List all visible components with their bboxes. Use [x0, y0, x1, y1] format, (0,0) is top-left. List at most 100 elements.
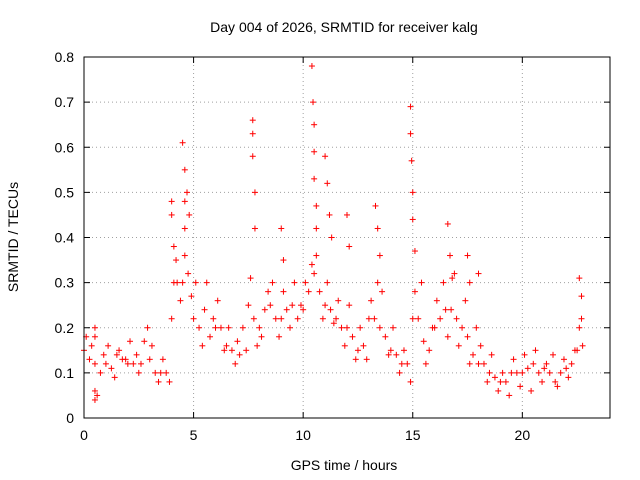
data-point	[499, 369, 506, 376]
data-point	[223, 342, 230, 349]
data-point	[181, 225, 188, 232]
data-point	[116, 347, 123, 354]
data-point	[382, 333, 389, 340]
data-point	[94, 392, 101, 399]
y-tick-label: 0.7	[55, 94, 75, 110]
data-point	[513, 369, 520, 376]
data-point	[212, 324, 219, 331]
data-point	[210, 315, 217, 322]
data-point	[484, 378, 491, 385]
data-point	[407, 378, 414, 385]
data-point	[236, 351, 243, 358]
data-point	[444, 333, 451, 340]
data-point	[407, 103, 414, 110]
data-point	[374, 225, 381, 232]
data-point	[243, 347, 250, 354]
data-point	[155, 378, 162, 385]
data-point	[560, 356, 567, 363]
y-tick-label: 0.5	[55, 184, 75, 200]
data-point	[310, 99, 317, 106]
data-point	[168, 315, 175, 322]
data-point	[108, 365, 115, 372]
data-point	[408, 157, 415, 164]
data-point	[127, 338, 134, 345]
data-point	[374, 279, 381, 286]
data-point	[102, 360, 109, 367]
data-point	[398, 360, 405, 367]
data-point	[97, 369, 104, 376]
data-point	[470, 351, 477, 358]
data-point	[177, 297, 184, 304]
data-point	[502, 378, 509, 385]
data-point	[453, 315, 460, 322]
data-point	[291, 279, 298, 286]
data-point	[576, 275, 583, 282]
data-point	[411, 288, 418, 295]
data-point	[464, 333, 471, 340]
chart-title: Day 004 of 2026, SRMTID for receiver kal…	[210, 19, 478, 35]
data-point	[239, 324, 246, 331]
data-point	[267, 302, 274, 309]
data-point	[91, 360, 98, 367]
data-point	[464, 252, 471, 259]
y-tick-label: 0.3	[55, 275, 75, 291]
data-point	[287, 324, 294, 331]
data-point	[486, 369, 493, 376]
data-point	[528, 387, 535, 394]
data-point	[322, 153, 329, 160]
data-point	[289, 302, 296, 309]
data-point	[181, 252, 188, 259]
data-point	[415, 315, 422, 322]
data-point	[280, 257, 287, 264]
data-point	[91, 396, 98, 403]
data-point	[173, 257, 180, 264]
data-point	[225, 324, 232, 331]
data-point	[390, 324, 397, 331]
data-point	[179, 279, 186, 286]
data-point	[508, 369, 515, 376]
y-tick-label: 0.8	[55, 49, 75, 65]
data-point	[91, 324, 98, 331]
data-point	[376, 252, 383, 259]
data-point	[170, 243, 177, 250]
y-tick-label: 0.4	[55, 230, 75, 246]
data-point	[190, 315, 197, 322]
data-point	[152, 369, 159, 376]
data-point	[311, 148, 318, 155]
data-point	[543, 360, 550, 367]
data-point	[250, 315, 257, 322]
data-point	[327, 306, 334, 313]
data-point	[333, 315, 340, 322]
data-point	[521, 351, 528, 358]
data-point	[305, 288, 312, 295]
data-point	[517, 383, 524, 390]
data-point	[344, 211, 350, 218]
data-point	[409, 216, 416, 223]
data-point	[385, 351, 392, 358]
data-point	[429, 324, 436, 331]
data-point	[532, 347, 539, 354]
data-point	[300, 306, 307, 313]
data-point	[199, 342, 206, 349]
data-point	[557, 369, 564, 376]
data-point	[363, 356, 370, 363]
data-point	[113, 351, 120, 358]
data-point	[400, 347, 407, 354]
data-point	[280, 288, 287, 295]
data-point	[396, 369, 403, 376]
data-point	[539, 378, 546, 385]
data-point	[122, 356, 129, 363]
data-point	[328, 234, 335, 241]
data-point	[207, 333, 214, 340]
data-point	[256, 324, 263, 331]
y-tick-label: 0.1	[55, 365, 75, 381]
data-point	[278, 315, 285, 322]
data-point	[420, 338, 427, 345]
data-point	[249, 153, 256, 160]
data-point	[360, 342, 367, 349]
data-point	[466, 279, 473, 286]
data-point	[214, 297, 221, 304]
data-point	[192, 279, 199, 286]
data-point	[578, 315, 585, 322]
data-point	[251, 189, 258, 196]
